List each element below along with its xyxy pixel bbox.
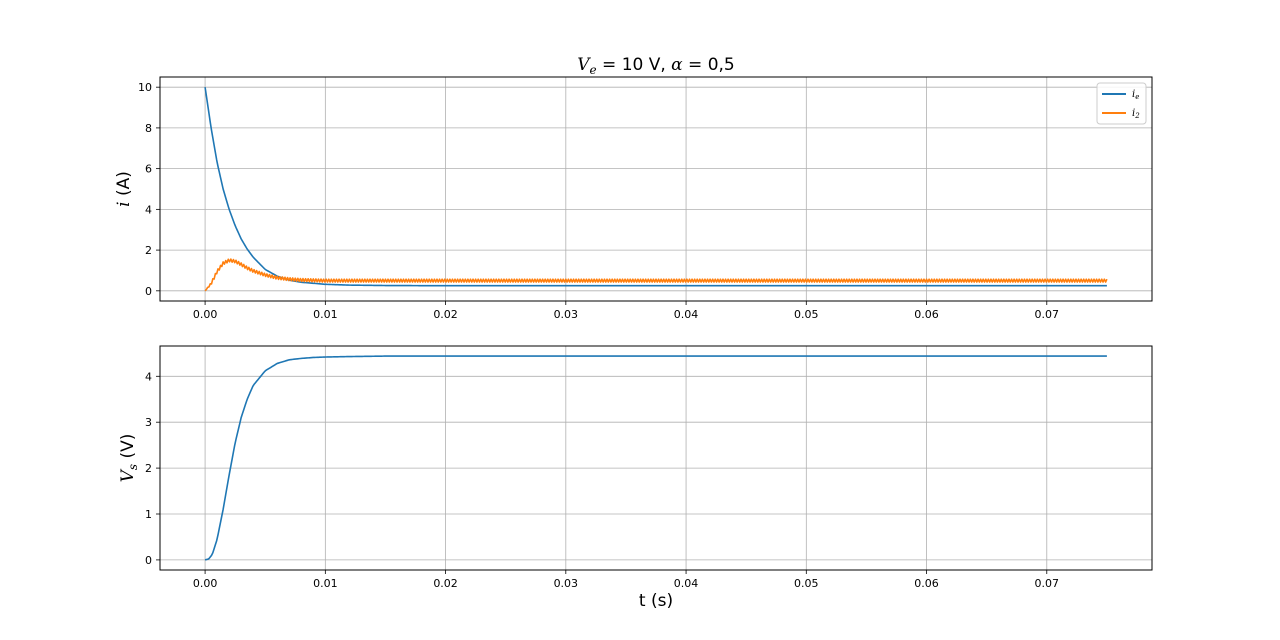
current-y-tick-label: 2 <box>145 244 152 257</box>
legend-label-ie: ie <box>1132 89 1139 101</box>
current-x-tick-label: 0.04 <box>674 308 699 321</box>
current-ticks: 0.00 0.01 0.02 0.03 0.04 0.05 0.06 0.07 0 2 4 6 8 10 <box>138 81 1059 321</box>
x-axis-label: t (s) <box>639 591 673 611</box>
current-grid <box>160 77 1152 301</box>
current-x-tick-label: 0.05 <box>794 308 819 321</box>
current-y-tick-label: 6 <box>145 163 152 176</box>
voltage-y-tick-label: 3 <box>145 416 152 429</box>
voltage-ticks: 0.00 0.01 0.02 0.03 0.04 0.05 0.06 0.07 0 1 2 3 4 <box>145 370 1059 590</box>
current-series-line-0 <box>204 87 1107 287</box>
current-axes-frame <box>159 76 1153 302</box>
current-series-line-1 <box>204 258 1108 292</box>
current-x-tick-label: 0.02 <box>433 308 458 321</box>
voltage-x-tick-label: 0.03 <box>554 577 579 590</box>
current-series <box>204 87 1108 292</box>
voltage-series <box>204 355 1107 561</box>
current-x-tick-label: 0.06 <box>914 308 939 321</box>
voltage-series-line-0 <box>204 355 1107 561</box>
voltage-x-tick-label: 0.04 <box>674 577 699 590</box>
voltage-axes-frame <box>159 345 1153 571</box>
current-x-tick-label: 0.03 <box>554 308 579 321</box>
chart-title: Ve = 10 V, α = 0,5 <box>577 55 735 77</box>
current-y-tick-label: 4 <box>145 203 152 216</box>
current-subplot: Ve = 10 V, α = 0,5 0.00 0.01 0.02 0.03 0.04 0… <box>114 55 1153 321</box>
current-x-tick-label: 0.01 <box>313 308 338 321</box>
voltage-x-tick-label: 0.07 <box>1035 577 1060 590</box>
voltage-x-tick-label: 0.05 <box>794 577 819 590</box>
current-y-axis-label: i (A) <box>114 171 134 207</box>
voltage-x-tick-label: 0.02 <box>433 577 458 590</box>
current-x-tick-label: 0.00 <box>193 308 218 321</box>
current-x-tick-label: 0.07 <box>1035 308 1060 321</box>
voltage-y-axis-label: Vs (V) <box>118 434 140 483</box>
voltage-y-tick-label: 2 <box>145 462 152 475</box>
current-y-tick-label: 8 <box>145 122 152 135</box>
voltage-x-tick-label: 0.00 <box>193 577 218 590</box>
legend: ie i2 <box>1096 82 1147 125</box>
current-y-tick-label: 10 <box>138 81 152 94</box>
voltage-subplot: 0.00 0.01 0.02 0.03 0.04 0.05 0.06 0.07 0 1 2 3 4 Vs… <box>118 345 1153 611</box>
voltage-x-tick-label: 0.06 <box>914 577 939 590</box>
voltage-grid <box>160 346 1152 570</box>
voltage-x-tick-label: 0.01 <box>313 577 338 590</box>
legend-label-i2: i2 <box>1132 108 1140 120</box>
voltage-y-tick-label: 1 <box>145 508 152 521</box>
voltage-y-tick-label: 4 <box>145 370 152 383</box>
voltage-y-tick-label: 0 <box>145 554 152 567</box>
current-y-tick-label: 0 <box>145 285 152 298</box>
